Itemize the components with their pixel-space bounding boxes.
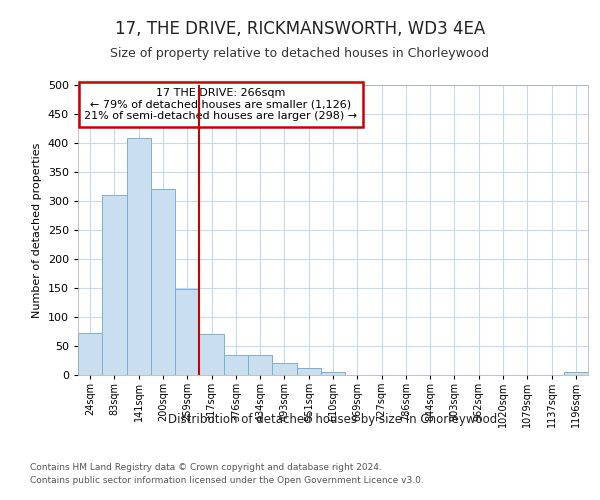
Y-axis label: Number of detached properties: Number of detached properties: [32, 142, 42, 318]
Text: 17, THE DRIVE, RICKMANSWORTH, WD3 4EA: 17, THE DRIVE, RICKMANSWORTH, WD3 4EA: [115, 20, 485, 38]
Text: Contains HM Land Registry data © Crown copyright and database right 2024.: Contains HM Land Registry data © Crown c…: [30, 462, 382, 471]
Bar: [248, 354, 272, 375]
Bar: [564, 372, 588, 375]
Bar: [78, 333, 102, 375]
Bar: [296, 368, 321, 375]
Bar: [224, 354, 248, 375]
Bar: [175, 289, 199, 375]
Bar: [272, 364, 296, 375]
Text: Size of property relative to detached houses in Chorleywood: Size of property relative to detached ho…: [110, 48, 490, 60]
Bar: [127, 138, 151, 375]
Text: Distribution of detached houses by size in Chorleywood: Distribution of detached houses by size …: [169, 412, 497, 426]
Bar: [151, 190, 175, 375]
Text: 17 THE DRIVE: 266sqm
← 79% of detached houses are smaller (1,126)
21% of semi-de: 17 THE DRIVE: 266sqm ← 79% of detached h…: [84, 88, 358, 121]
Bar: [102, 195, 127, 375]
Text: Contains public sector information licensed under the Open Government Licence v3: Contains public sector information licen…: [30, 476, 424, 485]
Bar: [199, 334, 224, 375]
Bar: [321, 372, 345, 375]
